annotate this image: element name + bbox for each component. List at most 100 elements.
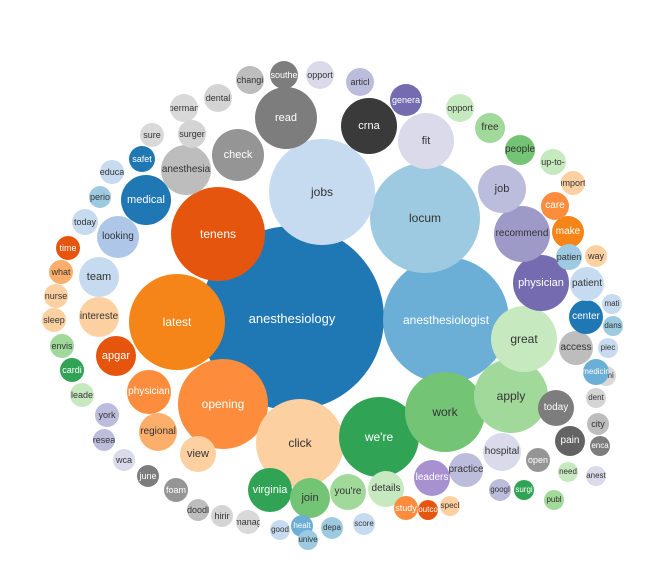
bubble-label: study <box>395 504 417 513</box>
bubble-label: surger <box>179 130 205 139</box>
bubble-you-re: you're <box>330 474 366 510</box>
bubble-leade: leade <box>70 383 94 407</box>
bubble-open: open <box>526 448 550 472</box>
bubble-label: depa <box>323 524 341 532</box>
bubble-educa: educa <box>100 160 124 184</box>
bubble-label: unive <box>298 536 317 544</box>
bubble-label: looking <box>102 232 134 242</box>
bubble-label: sure <box>143 131 161 140</box>
bubble-label: virginia <box>253 485 288 496</box>
bubble-people: people <box>505 135 535 165</box>
bubble-virginia: virginia <box>248 468 292 512</box>
bubble-label: safet <box>132 155 152 164</box>
bubble-label: googl <box>490 486 510 494</box>
bubble-fit: fit <box>398 113 454 169</box>
bubble-practice: practice <box>449 453 483 487</box>
bubble-label: changi <box>237 76 264 85</box>
bubble-label: patien <box>557 253 582 262</box>
bubble-label: today <box>74 218 96 227</box>
bubble-label: perio <box>90 193 110 202</box>
bubble-today: today <box>538 390 574 426</box>
bubble-label: read <box>275 113 297 124</box>
bubble-label: anesthesiologist <box>403 314 489 326</box>
bubble-label: dental <box>206 94 231 103</box>
bubble-label: you're <box>335 487 362 497</box>
bubble-care: care <box>541 192 569 220</box>
bubble-label: access <box>560 343 591 353</box>
bubble-label: center <box>572 312 600 322</box>
bubble-label: intereste <box>80 312 118 322</box>
bubble-label: mati <box>604 300 619 308</box>
bubble-opport: opport <box>306 61 334 89</box>
bubble-patient: patient <box>570 267 604 301</box>
bubble-mati: mati <box>602 294 622 314</box>
bubble-label: piec <box>601 344 616 352</box>
bubble-regional: regional <box>139 413 177 451</box>
bubble-apgar: apgar <box>96 336 136 376</box>
bubble-label: team <box>87 272 111 283</box>
bubble-medicin: medicin <box>583 359 609 385</box>
bubble-label: foam <box>166 486 186 495</box>
bubble-label: perman <box>170 104 198 113</box>
bubble-label: latest <box>163 316 192 328</box>
bubble-label: enca <box>591 442 608 450</box>
bubble-label: fit <box>422 136 431 147</box>
bubble-label: regional <box>140 427 176 437</box>
bubble-label: opening <box>202 398 245 410</box>
bubble-articl: articl <box>346 68 374 96</box>
bubble-perman: perman <box>170 94 198 122</box>
bubble-label: opport <box>307 71 333 80</box>
bubble-label: free <box>481 123 498 133</box>
bubble-time: time <box>56 236 80 260</box>
bubble-leaders: leaders <box>414 460 450 496</box>
bubble-need: need <box>558 462 578 482</box>
bubble-southe: southe <box>270 61 298 89</box>
bubble-physician: physician <box>127 370 171 414</box>
bubble-label: outco <box>418 506 438 514</box>
bubble-jobs: jobs <box>269 139 375 245</box>
bubble-way: way <box>585 245 607 267</box>
bubble-free: free <box>475 113 505 143</box>
bubble-medical: medical <box>121 175 171 225</box>
bubble-publ: publ <box>544 490 564 510</box>
bubble-label: city <box>591 420 605 429</box>
bubble-import: import <box>561 171 585 195</box>
bubble-label: june <box>139 472 156 481</box>
bubble-label: great <box>510 333 537 345</box>
bubble-patien: patien <box>556 244 582 270</box>
bubble-city: city <box>587 413 609 435</box>
bubble-job: job <box>478 165 526 213</box>
bubble-label: tenens <box>200 228 236 240</box>
bubble-label: patient <box>572 279 602 289</box>
bubble-what: what <box>49 260 73 284</box>
bubble-label: need <box>559 468 577 476</box>
bubble-view: view <box>180 436 216 472</box>
bubble-looking: looking <box>97 216 139 258</box>
bubble-label: medicin <box>583 368 609 376</box>
bubble-depa: depa <box>321 517 343 539</box>
bubble-apply: apply <box>474 359 548 433</box>
bubble-changi: changi <box>236 66 264 94</box>
bubble-join: join <box>290 478 330 518</box>
bubble-latest: latest <box>129 274 225 370</box>
bubble-label: physician <box>518 278 564 289</box>
bubble-label: leade <box>71 391 93 400</box>
bubble-piec: piec <box>598 338 618 358</box>
bubble-label: southe <box>270 71 297 80</box>
bubble-chart: anesthesiologyanesthesiologistlocumjobst… <box>0 0 646 582</box>
bubble-label: score <box>354 520 374 528</box>
bubble-good: good <box>270 520 290 540</box>
bubble-label: today <box>544 403 568 413</box>
bubble-label: cardi <box>62 366 82 375</box>
bubble-score: score <box>353 513 375 535</box>
bubble-enca: enca <box>590 436 610 456</box>
bubble-label: medical <box>127 195 165 206</box>
bubble-label: educa <box>100 168 124 177</box>
bubble-envis: envis <box>50 334 74 358</box>
bubble-label: resea <box>93 436 115 445</box>
bubble-label: healt <box>293 522 310 530</box>
bubble-cardi: cardi <box>60 358 84 382</box>
bubble-hospital: hospital <box>483 433 521 471</box>
bubble-label: wca <box>116 456 132 465</box>
bubble-label: hospital <box>485 447 519 457</box>
